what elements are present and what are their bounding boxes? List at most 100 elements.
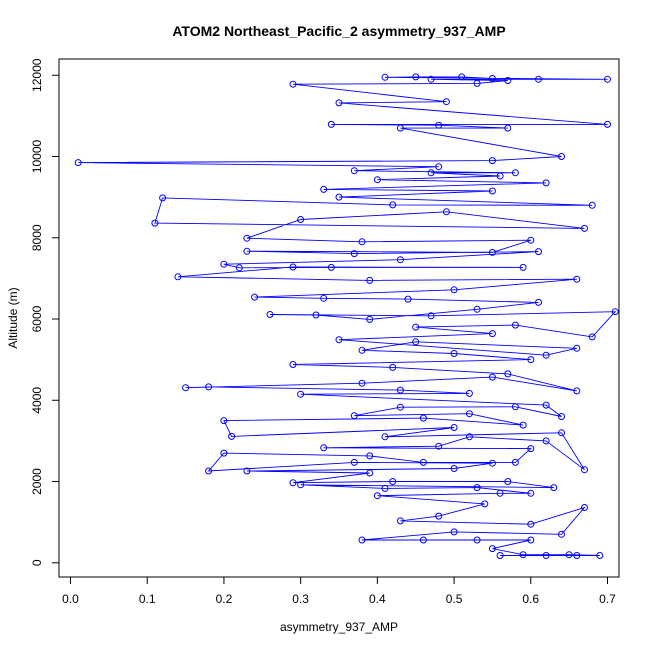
data-point [320,185,328,193]
data-point [535,248,542,256]
y-tick-label: 10000 [30,139,44,173]
y-tick-label: 2000 [30,468,44,495]
series-line [78,76,617,556]
data-point [542,552,550,559]
data-point [488,248,496,256]
data-point [542,437,550,445]
data-point [473,305,481,313]
data-point [389,201,397,209]
data-point [596,552,604,559]
data-point [228,432,236,440]
data-point [389,478,397,485]
data-point [289,479,297,487]
data-point [320,294,328,302]
data-point [289,361,297,368]
data-point [396,386,404,394]
data-point [350,167,358,175]
data-point [550,484,558,492]
data-point [450,465,458,472]
data-point [527,489,535,497]
y-tick-label: 8000 [30,224,44,251]
data-point [435,121,443,129]
data-point [450,350,458,357]
data-point [366,315,374,323]
data-point [527,356,535,364]
data-point [435,163,443,171]
data-point [519,421,527,429]
data-point [327,120,335,128]
data-point [350,458,358,466]
data-point [235,264,243,272]
x-tick-label: 0.5 [446,592,463,606]
data-point [573,552,581,559]
data-point [350,250,358,258]
data-point [504,478,512,485]
data-point [450,528,458,536]
data-point [527,236,535,244]
data-point [473,536,481,544]
data-point [366,452,374,460]
data-point [396,256,404,264]
data-point [450,424,458,431]
data-point [389,363,397,371]
data-point [465,389,473,397]
data-point [266,311,274,318]
data-point [473,79,481,87]
data-point [611,308,619,316]
data-point [373,176,381,184]
data-point [159,194,167,202]
data-point [220,260,228,268]
chart-title: ATOM2 Northeast_Pacific_2 asymmetry_937_… [172,23,505,39]
x-axis-label: asymmetry_937_AMP [280,620,398,634]
data-point [381,484,389,492]
data-point [488,187,496,195]
data-point [419,414,427,422]
data-point [558,153,565,160]
data-point [488,330,496,338]
data-point [381,73,389,81]
data-point [511,321,519,329]
data-point [335,336,343,344]
data-point [251,293,259,301]
data-point [182,384,190,392]
data-point [74,159,82,167]
data-point [412,338,420,346]
data-point [581,504,588,511]
data-point [588,201,596,209]
data-point [412,73,420,81]
data-point [366,469,374,477]
data-point [581,466,588,474]
x-tick-label: 0.4 [369,592,386,606]
data-point [243,234,251,242]
data-point [519,263,527,271]
data-point [588,333,596,341]
data-point [335,193,343,201]
data-point [542,351,550,359]
data-point [519,551,527,559]
data-point [412,323,420,331]
data-point [350,412,358,420]
data-point [458,73,466,81]
x-tick-label: 0.3 [292,592,309,606]
data-point [573,387,581,395]
data-point [496,172,504,180]
data-point [419,536,427,544]
data-point [558,429,565,437]
data-point [558,413,565,420]
data-point [573,344,581,352]
data-point [335,99,343,107]
data-point [604,120,611,128]
data-point [373,492,381,500]
data-point [427,169,435,177]
series-group [74,73,619,559]
data-point [243,467,251,475]
data-point [558,530,565,538]
data-point [496,489,504,497]
data-point [396,403,404,411]
data-point [542,179,550,187]
data-point [205,467,213,475]
x-tick-label: 0.1 [139,592,156,606]
data-point [488,459,496,467]
data-point [488,75,496,82]
data-point [174,273,182,281]
